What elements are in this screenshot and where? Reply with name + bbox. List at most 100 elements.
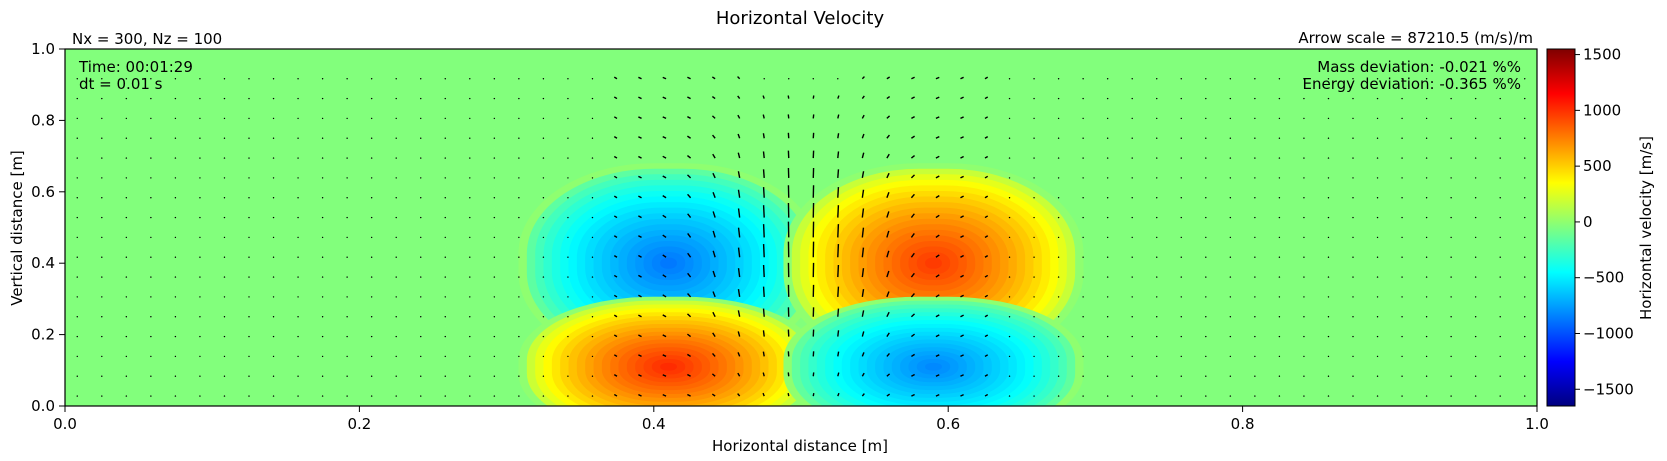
arrow-dot <box>1499 97 1501 100</box>
velocity-arrow <box>861 393 865 397</box>
arrow-dot <box>150 355 152 358</box>
arrow-dot <box>76 276 78 278</box>
arrow-dot <box>1008 236 1011 239</box>
arrow-dot <box>346 157 348 159</box>
velocity-arrow <box>935 76 940 80</box>
velocity-arrow <box>886 332 890 337</box>
arrow-dot <box>542 177 545 179</box>
arrow-dot <box>1008 157 1011 159</box>
arrow-dot <box>1106 316 1109 318</box>
arrow-dot <box>567 395 569 397</box>
arrow-dot <box>199 216 201 219</box>
velocity-arrow <box>737 114 741 119</box>
arrow-dot <box>150 117 152 120</box>
velocity-arrow <box>984 215 989 219</box>
arrow-dot <box>346 137 348 139</box>
arrow-dot <box>420 216 422 219</box>
arrow-dot <box>420 335 422 338</box>
velocity-arrow <box>960 96 964 100</box>
velocity-arrow <box>662 135 667 139</box>
arrow-dot <box>1156 78 1158 80</box>
velocity-arrow <box>935 175 940 179</box>
arrow-dot <box>272 197 275 199</box>
velocity-arrow <box>662 214 667 219</box>
arrow-dot <box>223 117 226 120</box>
arrow-dot <box>1303 316 1305 318</box>
arrow-dot <box>591 236 594 239</box>
arrow-dot <box>1106 97 1109 100</box>
arrow-dot <box>199 177 201 179</box>
velocity-arrow <box>886 191 890 198</box>
arrow-dot <box>174 296 177 298</box>
arrow-dot <box>174 276 177 278</box>
velocity-arrow <box>837 151 840 159</box>
arrow-dot <box>444 395 446 397</box>
arrow-dot <box>1450 78 1452 80</box>
velocity-arrow <box>687 193 692 199</box>
arrow-dot <box>1205 117 1207 120</box>
arrow-dot <box>1450 197 1452 199</box>
velocity-arrow <box>687 393 691 397</box>
arrow-dot <box>1180 316 1182 318</box>
arrow-dot <box>1278 78 1281 80</box>
arrow-dot <box>395 137 397 139</box>
arrow-dot <box>223 197 226 199</box>
arrow-dot <box>1376 296 1379 298</box>
arrow-dot <box>1425 335 1428 338</box>
arrow-dot <box>1499 197 1501 199</box>
velocity-arrow <box>984 314 989 318</box>
arrow-dot <box>1474 316 1477 318</box>
arrow-dot <box>101 117 103 120</box>
arrow-dot <box>518 335 520 338</box>
x-axis-label: Horizontal distance [m] <box>712 437 888 455</box>
arrow-dot <box>199 197 201 199</box>
arrow-dot <box>1425 177 1428 179</box>
arrow-dot <box>1106 355 1109 358</box>
arrow-dot <box>1131 355 1133 358</box>
arrow-dot <box>321 316 324 318</box>
arrow-dot <box>1303 335 1305 338</box>
arrow-dot <box>1376 177 1379 179</box>
arrow-dot <box>1524 78 1526 80</box>
velocity-blob <box>783 296 1084 406</box>
arrow-dot <box>297 256 299 258</box>
arrow-dot <box>272 157 275 159</box>
arrow-dot <box>272 296 275 298</box>
arrow-dot <box>297 395 299 397</box>
arrow-dot <box>248 117 250 120</box>
arrow-dot <box>174 216 177 219</box>
arrow-dot <box>1180 197 1182 199</box>
velocity-arrow <box>613 215 618 219</box>
arrow-dot <box>395 78 397 80</box>
arrow-dot <box>1082 276 1084 278</box>
arrow-dot <box>567 276 569 278</box>
arrow-dot <box>1450 355 1452 358</box>
arrow-dot <box>1205 177 1207 179</box>
arrow-dot <box>199 375 201 377</box>
arrow-dot <box>1278 157 1281 159</box>
arrow-dot <box>1352 375 1354 377</box>
arrow-dot <box>297 276 299 278</box>
arrow-dot <box>469 296 471 298</box>
arrow-dot <box>1499 256 1501 258</box>
arrow-dot <box>1131 78 1133 80</box>
arrow-dot <box>1180 355 1182 358</box>
arrow-dot <box>346 97 348 100</box>
arrow-dot <box>493 177 496 179</box>
velocity-arrow <box>984 195 989 199</box>
arrow-dot <box>150 78 152 80</box>
arrow-dot <box>1352 177 1354 179</box>
velocity-arrow <box>935 314 940 318</box>
arrow-dot <box>518 177 520 179</box>
arrow-dot <box>420 256 422 258</box>
arrow-dot <box>125 395 128 397</box>
arrow-dot <box>297 177 299 179</box>
arrow-dot <box>346 375 348 377</box>
arrow-dot <box>150 197 152 199</box>
arrow-dot <box>1425 316 1428 318</box>
velocity-arrow <box>737 95 741 100</box>
arrow-dot <box>1376 97 1379 100</box>
arrow-dot <box>346 395 348 397</box>
arrow-dot <box>518 78 520 80</box>
arrow-dot <box>1524 276 1526 278</box>
